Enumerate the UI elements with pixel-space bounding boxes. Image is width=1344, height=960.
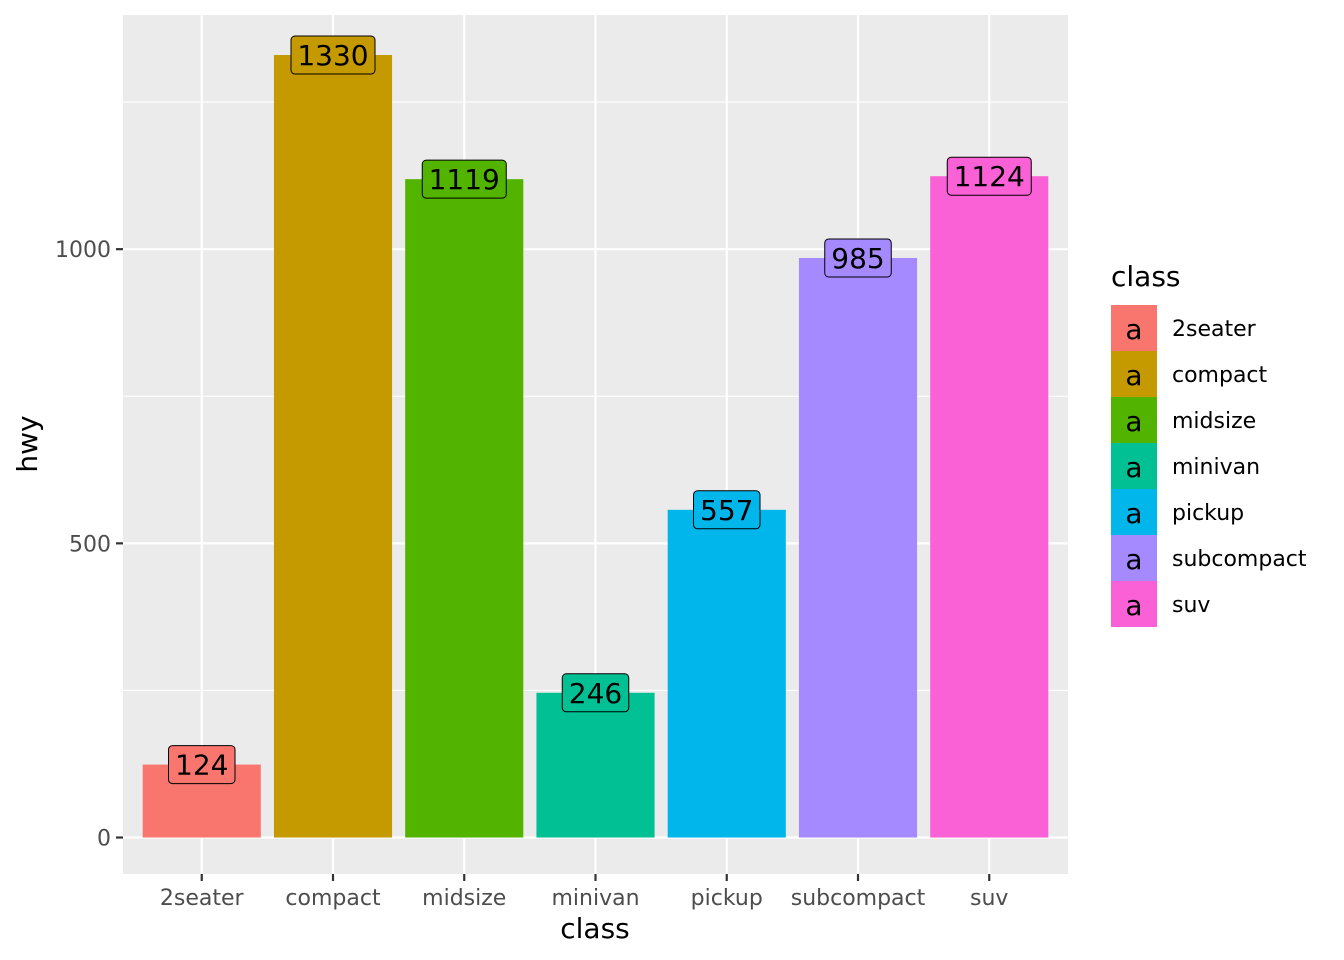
data-label-box bbox=[693, 490, 761, 530]
legend-title: class bbox=[1111, 260, 1181, 293]
x-tick-label: compact bbox=[285, 886, 381, 911]
bars bbox=[142, 55, 1049, 838]
data-label-box bbox=[168, 745, 236, 785]
data-label: 557 bbox=[700, 494, 753, 527]
bar-minivan bbox=[536, 692, 655, 838]
bar-compact bbox=[273, 55, 393, 838]
data-label: 1330 bbox=[297, 39, 368, 72]
data-label-box bbox=[290, 35, 376, 75]
legend-key-glyph: a bbox=[1125, 405, 1142, 438]
data-label: 985 bbox=[831, 242, 884, 275]
x-tick-label: 2seater bbox=[160, 886, 245, 911]
legend-label: midsize bbox=[1172, 409, 1256, 434]
data-label: 246 bbox=[569, 677, 622, 710]
y-axis-title: hwy bbox=[11, 415, 44, 472]
legend-key-glyph: a bbox=[1125, 451, 1142, 484]
bar-pickup bbox=[667, 509, 786, 838]
legend-key-glyph: a bbox=[1125, 589, 1142, 622]
bar-midsize bbox=[405, 179, 524, 838]
legend-key-glyph: a bbox=[1125, 359, 1142, 392]
data-label: 1124 bbox=[954, 160, 1025, 193]
legend-key-glyph: a bbox=[1125, 313, 1142, 346]
data-label-box bbox=[561, 673, 630, 713]
legend-key bbox=[1111, 351, 1157, 397]
legend-label: subcompact bbox=[1172, 547, 1307, 572]
legend-key bbox=[1111, 443, 1157, 489]
legend-key-glyph: a bbox=[1125, 497, 1142, 530]
legend-label: suv bbox=[1172, 593, 1210, 618]
legend-label: compact bbox=[1172, 363, 1268, 388]
legend-key-glyph: a bbox=[1125, 543, 1142, 576]
x-axis: 2seater compact midsize minivan pickup subcom… bbox=[160, 874, 1008, 911]
y-tick-label: 0 bbox=[97, 827, 111, 852]
data-label: 1119 bbox=[429, 163, 500, 196]
legend-key bbox=[1111, 305, 1157, 351]
data-label-box bbox=[421, 159, 507, 199]
legend-label: 2seater bbox=[1172, 317, 1257, 342]
data-labels: 124 1330 1119 246 557 985 1124 bbox=[168, 35, 1032, 785]
bar-suv bbox=[930, 176, 1049, 838]
legend-label: minivan bbox=[1172, 455, 1260, 480]
legend: class a 2seater a compact a midsize a minivan a p… bbox=[1111, 260, 1307, 627]
y-tick-label: 500 bbox=[69, 532, 111, 557]
bar-subcompact bbox=[798, 257, 918, 838]
y-axis: 0 500 1000 bbox=[55, 238, 123, 852]
x-tick-label: midsize bbox=[422, 886, 506, 911]
x-axis-title: class bbox=[560, 912, 630, 945]
data-label: 124 bbox=[175, 749, 228, 782]
y-tick-label: 1000 bbox=[55, 238, 111, 263]
legend-key bbox=[1111, 581, 1157, 627]
x-tick-label: subcompact bbox=[791, 886, 926, 911]
x-tick-label: suv bbox=[970, 886, 1008, 911]
legend-key bbox=[1111, 489, 1157, 535]
x-tick-label: pickup bbox=[691, 886, 763, 911]
data-label-box bbox=[824, 238, 892, 278]
legend-label: pickup bbox=[1172, 501, 1244, 526]
legend-key bbox=[1111, 397, 1157, 443]
legend-key bbox=[1111, 535, 1157, 581]
data-label-box bbox=[946, 156, 1032, 196]
x-tick-label: minivan bbox=[551, 886, 639, 911]
